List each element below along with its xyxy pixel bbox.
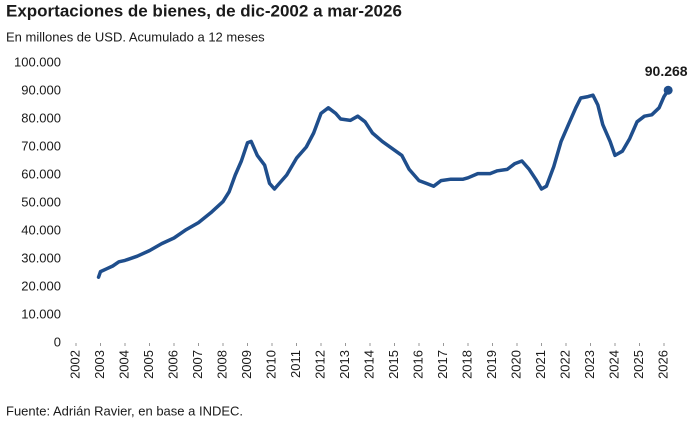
x-tick-label: 2008	[214, 350, 229, 379]
annotation-label: 90.268	[645, 63, 688, 79]
y-tick-label: 0	[54, 334, 61, 349]
x-tick-label: 2022	[557, 350, 572, 379]
y-tick-label: 80.000	[21, 110, 61, 125]
x-tick-label: 2007	[190, 350, 205, 379]
x-tick-label: 2026	[655, 350, 670, 379]
x-tick-label: 2002	[67, 350, 82, 379]
chart-subtitle: En millones de USD. Acumulado a 12 meses	[6, 29, 265, 44]
y-tick-label: 70.000	[21, 138, 61, 153]
x-tick-label: 2024	[606, 350, 621, 379]
x-tick-label: 2021	[533, 350, 548, 379]
x-tick-label: 2006	[165, 350, 180, 379]
x-tick-label: 2012	[312, 350, 327, 379]
x-tick-label: 2019	[484, 350, 499, 379]
x-tick-label: 2017	[435, 350, 450, 379]
x-tick-label: 2003	[92, 350, 107, 379]
end-marker	[663, 85, 673, 95]
x-tick-label: 2010	[263, 350, 278, 379]
y-tick-label: 20.000	[21, 278, 61, 293]
x-tick-label: 2004	[116, 350, 131, 379]
chart-title: Exportaciones de bienes, de dic-2002 a m…	[6, 1, 402, 20]
x-tick-label: 2018	[459, 350, 474, 379]
y-tick-label: 10.000	[21, 306, 61, 321]
y-tick-label: 60.000	[21, 166, 61, 181]
x-tick-label: 2023	[582, 350, 597, 379]
x-tick-label: 2011	[288, 350, 303, 378]
y-tick-label: 90.000	[21, 82, 61, 97]
line	[96, 88, 670, 279]
y-tick-label: 40.000	[21, 222, 61, 237]
y-tick-label: 50.000	[21, 194, 61, 209]
y-tick-label: 30.000	[21, 250, 61, 265]
x-tick-label: 2015	[386, 350, 401, 379]
y-tick-label: 100.000	[14, 54, 61, 69]
x-tick-label: 2013	[337, 350, 352, 379]
x-tick-label: 2009	[239, 350, 254, 379]
x-tick-label: 2005	[141, 350, 156, 379]
x-tick-label: 2016	[410, 350, 425, 379]
source: Fuente: Adrián Ravier, en base a INDEC.	[6, 403, 243, 418]
x-tick-label: 2025	[631, 350, 646, 379]
x-tick-label: 2014	[361, 350, 376, 379]
x-tick-label: 2020	[508, 350, 523, 379]
